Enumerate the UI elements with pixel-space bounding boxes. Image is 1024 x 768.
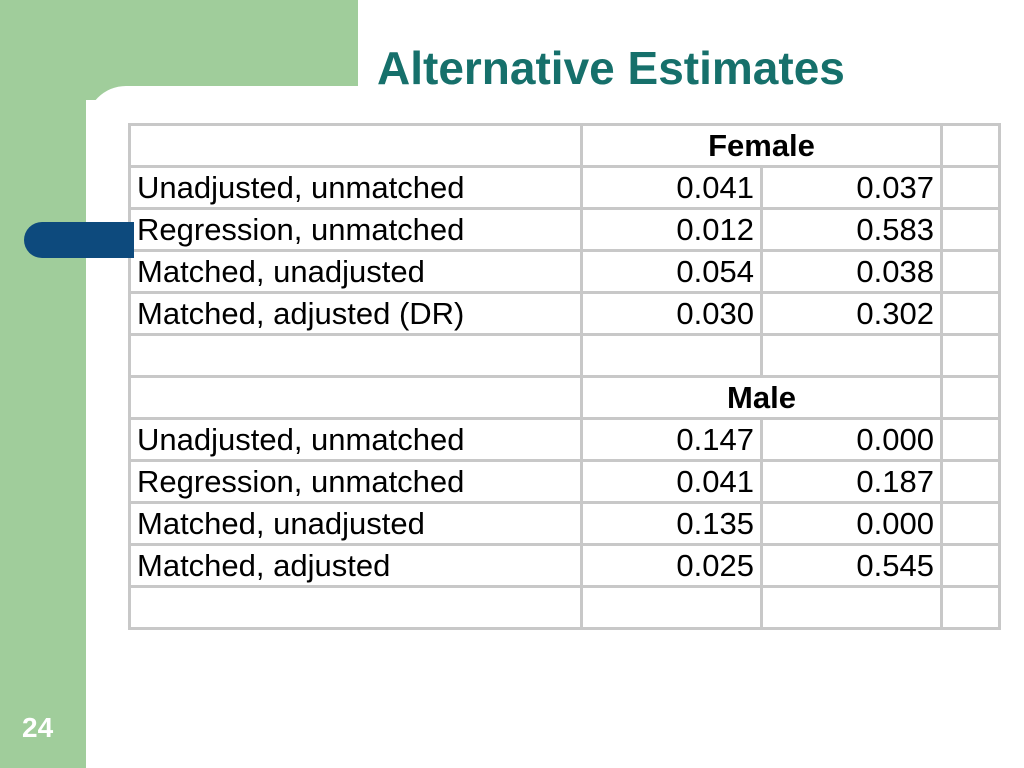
table-cell-empty [940, 459, 1001, 504]
slide-number: 24 [22, 712, 54, 743]
estimate-value: 0.000 [760, 417, 943, 462]
female-group-header: Female [580, 123, 943, 168]
table-cell-empty [128, 123, 583, 168]
table-cell-empty [940, 165, 1001, 210]
table-cell-empty [760, 333, 943, 378]
row-label: Regression, unmatched [128, 459, 583, 504]
table-cell-empty [940, 501, 1001, 546]
table-cell-empty [940, 123, 1001, 168]
estimate-value: 0.583 [760, 207, 943, 252]
estimate-value: 0.000 [760, 501, 943, 546]
table-row: Unadjusted, unmatched 0.147 0.000 [128, 417, 1001, 462]
estimate-value: 0.012 [580, 207, 763, 252]
table-cell-empty [940, 249, 1001, 294]
table-row-male-header: Male [128, 375, 1001, 420]
estimate-value: 0.030 [580, 291, 763, 336]
row-label: Unadjusted, unmatched [128, 165, 583, 210]
table-cell-empty [940, 543, 1001, 588]
table-row: Matched, unadjusted 0.135 0.000 [128, 501, 1001, 546]
table-cell-empty [940, 417, 1001, 462]
row-label: Matched, unadjusted [128, 501, 583, 546]
table-row: Matched, unadjusted 0.054 0.038 [128, 249, 1001, 294]
table-cell-empty [128, 585, 583, 630]
table-row-female-header: Female [128, 123, 1001, 168]
estimate-value: 0.041 [580, 165, 763, 210]
male-group-header: Male [580, 375, 943, 420]
estimate-value: 0.187 [760, 459, 943, 504]
estimate-value: 0.037 [760, 165, 943, 210]
table-row-empty [128, 333, 1001, 378]
estimate-value: 0.302 [760, 291, 943, 336]
estimate-value: 0.041 [580, 459, 763, 504]
estimates-table: Female Unadjusted, unmatched 0.041 0.037… [128, 123, 1001, 630]
table-cell-empty [760, 585, 943, 630]
estimate-value: 0.054 [580, 249, 763, 294]
slide-title: Alternative Estimates [377, 42, 845, 94]
estimate-value: 0.038 [760, 249, 943, 294]
table-cell-empty [128, 375, 583, 420]
table-cell-empty [128, 333, 583, 378]
row-label: Matched, adjusted (DR) [128, 291, 583, 336]
estimate-value: 0.147 [580, 417, 763, 462]
estimate-value: 0.135 [580, 501, 763, 546]
decorative-green-sidebar [0, 0, 86, 768]
table-cell-empty [580, 585, 763, 630]
table-cell-empty [940, 585, 1001, 630]
row-label: Matched, adjusted [128, 543, 583, 588]
table-row: Matched, adjusted (DR) 0.030 0.302 [128, 291, 1001, 336]
table-cell-empty [580, 333, 763, 378]
row-label: Matched, unadjusted [128, 249, 583, 294]
decorative-accent-bar [24, 222, 134, 258]
row-label: Regression, unmatched [128, 207, 583, 252]
table-cell-empty [940, 291, 1001, 336]
table-cell-empty [940, 207, 1001, 252]
table-row-empty [128, 585, 1001, 630]
table-row: Matched, adjusted 0.025 0.545 [128, 543, 1001, 588]
table-row: Unadjusted, unmatched 0.041 0.037 [128, 165, 1001, 210]
table-row: Regression, unmatched 0.012 0.583 [128, 207, 1001, 252]
row-label: Unadjusted, unmatched [128, 417, 583, 462]
table-cell-empty [940, 333, 1001, 378]
table-cell-empty [940, 375, 1001, 420]
estimate-value: 0.025 [580, 543, 763, 588]
estimate-value: 0.545 [760, 543, 943, 588]
table-row: Regression, unmatched 0.041 0.187 [128, 459, 1001, 504]
